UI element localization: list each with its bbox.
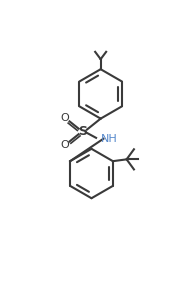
- Text: NH: NH: [101, 134, 117, 144]
- Text: S: S: [78, 125, 87, 138]
- Text: O: O: [61, 113, 69, 123]
- Text: O: O: [61, 140, 69, 150]
